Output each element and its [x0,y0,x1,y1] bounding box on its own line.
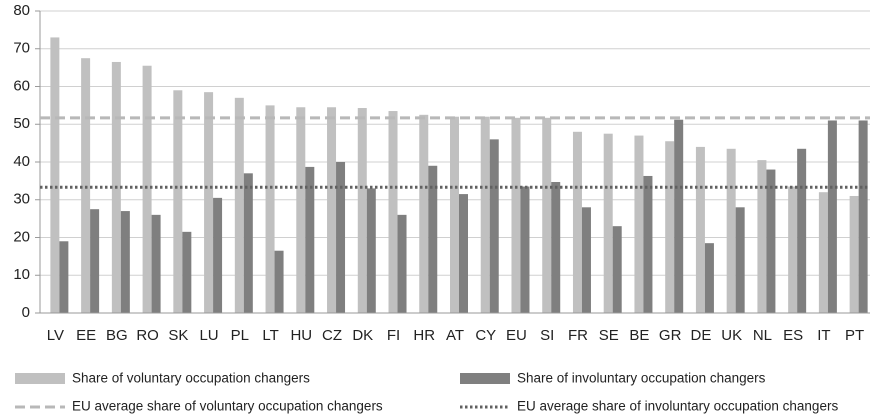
x-tick-label: EE [76,327,96,344]
bar [50,37,60,314]
bar [634,135,644,313]
bar [234,97,244,313]
x-tick-label: PT [845,327,864,344]
x-tick-label: DE [691,327,712,344]
x-tick-label: AT [446,327,464,344]
bar [397,214,407,313]
bar [388,111,398,313]
bar [818,192,828,313]
bar [643,175,653,313]
bar [213,197,223,313]
bar [428,165,438,313]
bar [542,117,552,314]
x-tick-label: BE [629,327,649,344]
x-tick-label: EU [506,327,527,344]
bar [265,105,275,313]
x-tick-label: DK [352,327,373,344]
bar [182,231,192,313]
bar [296,107,306,313]
bar [204,92,214,313]
x-tick-label: FI [387,327,400,344]
bar [357,108,367,313]
bar [459,194,468,313]
y-tick-label: 80 [13,2,30,19]
x-tick-label: FR [568,327,588,344]
bar [274,250,284,313]
bar [120,211,130,313]
bar [704,243,714,313]
bar [511,117,521,314]
x-tick-label: HU [290,327,312,344]
bar [572,131,582,313]
bar [489,139,499,313]
bar [520,186,530,313]
bar [59,241,69,313]
x-tick-label: LU [199,327,218,344]
y-tick-label: 70 [13,40,30,57]
bar [726,148,736,313]
bar [735,207,745,313]
bar [243,173,253,313]
bar [366,188,376,313]
y-tick-label: 40 [13,153,30,170]
x-tick-label: NL [753,327,772,344]
bar [551,182,561,313]
bar [827,120,837,313]
x-tick-label: CZ [322,327,342,344]
x-tick-label: UK [721,327,742,344]
x-tick-label: RO [136,327,159,344]
bar [173,90,183,314]
bar [695,146,705,313]
bar [90,209,100,313]
x-tick-label: SI [540,327,554,344]
bar [336,162,346,313]
y-tick-label: 10 [13,266,30,283]
x-tick-label: CY [475,327,496,344]
x-tick-label: LT [262,327,278,344]
y-tick-label: 60 [13,77,30,94]
y-tick-label: 30 [13,191,30,208]
y-tick-label: 50 [13,115,30,132]
x-tick-label: GR [659,327,682,344]
legend-swatch [460,373,510,384]
bar [419,114,429,313]
bar [858,120,868,313]
legend-swatch [15,373,65,384]
x-tick-label: HR [413,327,435,344]
bar [612,226,622,313]
legend-label: Share of voluntary occupation changers [72,371,310,386]
bar [757,160,767,313]
bar [674,119,684,313]
bar [788,186,798,313]
x-tick-label: PL [231,327,249,344]
x-tick-label: LV [47,327,64,344]
x-tick-label: SK [168,327,188,344]
bar [603,133,613,313]
legend-label: Share of involuntary occupation changers [517,371,766,386]
bar [581,207,591,313]
bar [142,65,152,313]
bar [450,116,459,313]
x-tick-label: IT [817,327,830,344]
bar [480,116,490,313]
bar [151,214,161,313]
x-tick-label: SE [599,327,619,344]
legend-label: EU average share of involuntary occupati… [517,399,838,414]
bar [849,195,859,313]
x-tick-label: ES [783,327,803,344]
bar [327,107,337,313]
y-tick-label: 0 [22,304,30,321]
y-tick-label: 20 [13,228,30,245]
x-tick-label: BG [106,327,128,344]
legend-label: EU average share of voluntary occupation… [72,399,383,414]
bar [305,166,315,313]
bar [665,141,675,313]
bar [766,169,776,313]
bar [797,148,807,313]
bar [81,58,91,313]
